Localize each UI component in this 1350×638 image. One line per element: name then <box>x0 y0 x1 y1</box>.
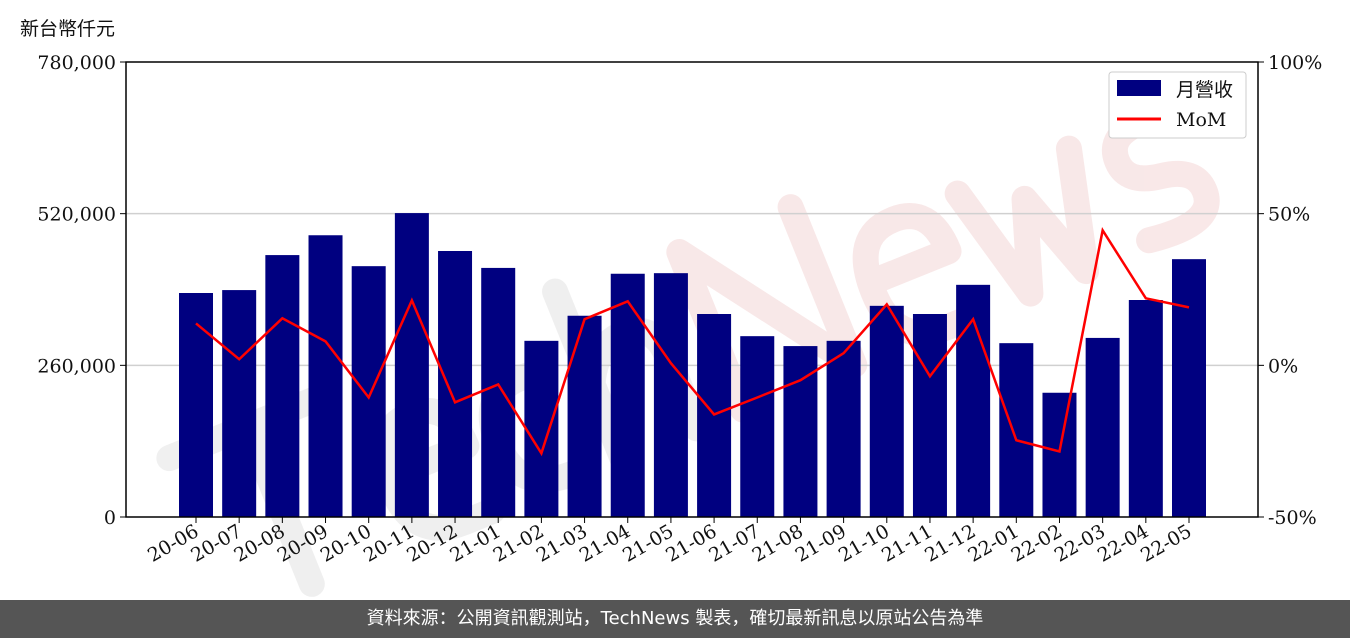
bar-21-04 <box>610 273 645 517</box>
left-tick-label: 520,000 <box>37 204 116 226</box>
bar-21-11 <box>912 314 947 517</box>
right-tick-label: 0% <box>1268 355 1298 377</box>
bar-20-06 <box>179 293 213 517</box>
legend-label-mom: MoM <box>1176 109 1226 131</box>
bar-20-09 <box>308 235 343 517</box>
left-tick-label: 260,000 <box>37 355 116 377</box>
bar-22-05 <box>1172 259 1206 517</box>
left-tick-label: 0 <box>104 507 116 529</box>
bar-22-02 <box>1042 392 1077 517</box>
left-axis-unit-label: 新台幣仟元 <box>20 18 116 40</box>
bar-21-03 <box>567 315 602 517</box>
watermark-stroke <box>1101 102 1220 254</box>
x-tick-label: 22-05 <box>1137 520 1195 566</box>
bar-21-10 <box>869 305 904 517</box>
bar-21-09 <box>826 340 861 517</box>
source-footer: 資料來源：公開資訊觀測站，TechNews 製表，確切最新訊息以原站公告為準 <box>0 600 1350 638</box>
bar-21-07 <box>740 336 775 517</box>
bar-21-12 <box>956 284 991 517</box>
right-tick-label: 100% <box>1268 52 1322 74</box>
plot-frame <box>125 61 1259 518</box>
bar-20-08 <box>265 255 300 518</box>
bar-21-02 <box>524 340 559 517</box>
bar-20-12 <box>438 251 473 517</box>
bar-20-11 <box>394 213 429 518</box>
bar-22-04 <box>1128 300 1163 517</box>
legend: 月營收 MoM <box>1108 71 1247 139</box>
mom-line <box>195 227 1190 457</box>
watermark-stroke <box>852 203 988 346</box>
bar-20-10 <box>351 266 386 517</box>
revenue-chart: 0260,000520,000780,000-50%0%50%100%20-06… <box>37 52 1322 597</box>
left-tick-label: 780,000 <box>37 52 116 74</box>
right-tick-label: 50% <box>1268 204 1310 226</box>
bar-22-03 <box>1085 337 1120 517</box>
legend-bar-swatch <box>1117 80 1161 96</box>
watermark-stroke <box>944 135 1100 307</box>
right-tick-label: -50% <box>1268 507 1317 529</box>
bar-20-07 <box>222 290 257 517</box>
watermark-stroke <box>370 398 506 541</box>
bar-21-01 <box>481 267 516 517</box>
bar-22-01 <box>999 343 1034 517</box>
bar-21-05 <box>653 273 688 517</box>
legend-label-revenue: 月營收 <box>1176 79 1233 101</box>
